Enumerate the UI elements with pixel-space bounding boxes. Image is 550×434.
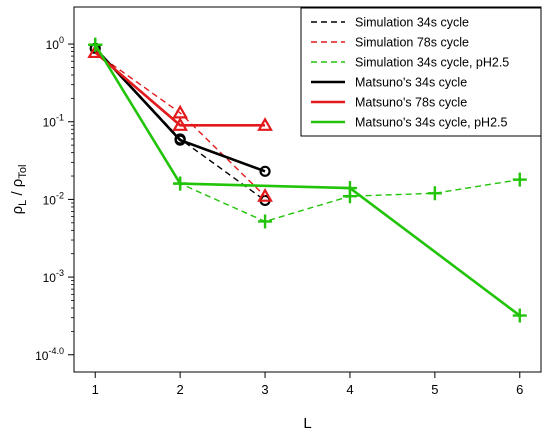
plot-frame bbox=[73, 6, 542, 373]
x-tick-label: 6 bbox=[516, 382, 523, 397]
series-line bbox=[94, 51, 266, 197]
data-point bbox=[174, 134, 186, 146]
y-axis-label-rho-1: ρ bbox=[9, 206, 26, 215]
y-tick-base: 10 bbox=[46, 38, 60, 52]
y-tick-base: 10 bbox=[43, 116, 57, 130]
legend-label: Matsuno's 34s cycle bbox=[355, 76, 467, 90]
series-5 bbox=[88, 37, 527, 323]
y-tick-suffix: .0 bbox=[56, 346, 64, 356]
y-tick-exponent: -2 bbox=[56, 190, 64, 200]
y-axis-label-sub-1: L bbox=[17, 200, 29, 206]
legend-box bbox=[300, 7, 542, 137]
data-point bbox=[342, 181, 357, 196]
y-tick-exponent: -1 bbox=[56, 113, 64, 123]
y-tick-base: 10 bbox=[35, 349, 49, 363]
x-axis-label: L bbox=[303, 415, 311, 432]
x-tick-label: 5 bbox=[431, 382, 438, 397]
legend-label: Matsuno's 78s cycle bbox=[355, 96, 467, 110]
series-line bbox=[94, 44, 521, 317]
data-point bbox=[427, 186, 442, 201]
x-tick-label: 2 bbox=[177, 382, 184, 397]
data-point bbox=[88, 37, 103, 52]
data-point bbox=[258, 214, 273, 229]
data-point bbox=[259, 165, 271, 177]
y-tick-exponent: -3 bbox=[56, 268, 64, 278]
series-4 bbox=[87, 44, 273, 131]
y-tick-label: 10-3 bbox=[43, 268, 64, 285]
x-tick-label: 3 bbox=[261, 382, 268, 397]
data-point bbox=[257, 117, 273, 131]
y-tick-base: 10 bbox=[43, 271, 57, 285]
data-point bbox=[512, 172, 527, 187]
y-axis-label-rho-2: ρ bbox=[9, 179, 26, 188]
data-point bbox=[512, 308, 527, 323]
y-tick-label: 10-4.0 bbox=[35, 346, 64, 363]
y-axis-label-sep: / bbox=[9, 187, 26, 200]
x-tick-label: 1 bbox=[92, 382, 99, 397]
y-axis-label-sub-2: Tol bbox=[17, 165, 29, 179]
y-tick-exponent: 0 bbox=[59, 35, 64, 45]
data-point bbox=[172, 117, 189, 131]
y-axis-label: ρL / ρTol bbox=[9, 165, 29, 215]
legend-label: Matsuno's 34s cycle, pH2.5 bbox=[355, 116, 508, 130]
y-tick-label: 100 bbox=[46, 35, 64, 52]
legend-label: Simulation 78s cycle bbox=[355, 36, 469, 50]
y-tick-label: 10-2 bbox=[43, 190, 64, 207]
data-point bbox=[173, 176, 188, 191]
y-tick-base: 10 bbox=[43, 193, 57, 207]
series-line bbox=[94, 51, 266, 127]
legend-label: Simulation 34s cycle, pH2.5 bbox=[355, 56, 509, 70]
y-tick-exponent: -4 bbox=[48, 346, 56, 356]
legend-label: Simulation 34s cycle bbox=[355, 16, 469, 30]
x-tick-label: 4 bbox=[346, 382, 353, 397]
y-tick-label: 10-1 bbox=[43, 113, 64, 130]
data-point bbox=[257, 187, 273, 202]
series-3 bbox=[89, 42, 271, 177]
series-line bbox=[94, 47, 266, 173]
